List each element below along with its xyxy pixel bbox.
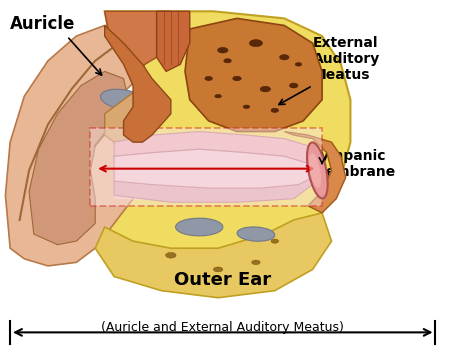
Ellipse shape [309, 153, 321, 188]
Polygon shape [114, 149, 318, 192]
Ellipse shape [155, 149, 187, 163]
Ellipse shape [224, 59, 231, 63]
Text: External
Auditory
Meatus: External Auditory Meatus [313, 36, 380, 82]
Bar [91, 128, 322, 206]
Text: (Auricle and External Auditory Meatus): (Auricle and External Auditory Meatus) [101, 321, 344, 334]
Polygon shape [156, 11, 190, 71]
Text: Tympanic
Membrane: Tympanic Membrane [313, 149, 396, 179]
Polygon shape [105, 26, 171, 142]
Polygon shape [114, 132, 318, 163]
Ellipse shape [213, 267, 223, 272]
Polygon shape [284, 132, 346, 213]
Ellipse shape [290, 83, 298, 88]
Polygon shape [105, 78, 152, 142]
Polygon shape [114, 178, 313, 202]
Ellipse shape [307, 142, 328, 198]
Polygon shape [105, 11, 171, 71]
Text: Auricle: Auricle [10, 15, 75, 33]
Polygon shape [114, 135, 313, 202]
Polygon shape [5, 26, 147, 266]
Ellipse shape [205, 76, 212, 81]
Ellipse shape [215, 94, 221, 98]
Ellipse shape [237, 227, 275, 241]
Ellipse shape [243, 105, 250, 109]
Polygon shape [95, 11, 350, 284]
Ellipse shape [252, 260, 260, 265]
Ellipse shape [100, 89, 146, 110]
Ellipse shape [249, 40, 263, 47]
Ellipse shape [260, 86, 271, 92]
Ellipse shape [271, 108, 279, 113]
Polygon shape [185, 18, 322, 132]
Ellipse shape [233, 76, 241, 81]
Ellipse shape [218, 47, 228, 53]
Polygon shape [29, 71, 128, 245]
Ellipse shape [280, 55, 289, 60]
Ellipse shape [165, 252, 176, 258]
Ellipse shape [175, 218, 223, 236]
Ellipse shape [295, 62, 302, 66]
Ellipse shape [271, 239, 279, 243]
Polygon shape [95, 213, 331, 298]
Text: Outer Ear: Outer Ear [174, 271, 272, 289]
Ellipse shape [114, 148, 152, 164]
